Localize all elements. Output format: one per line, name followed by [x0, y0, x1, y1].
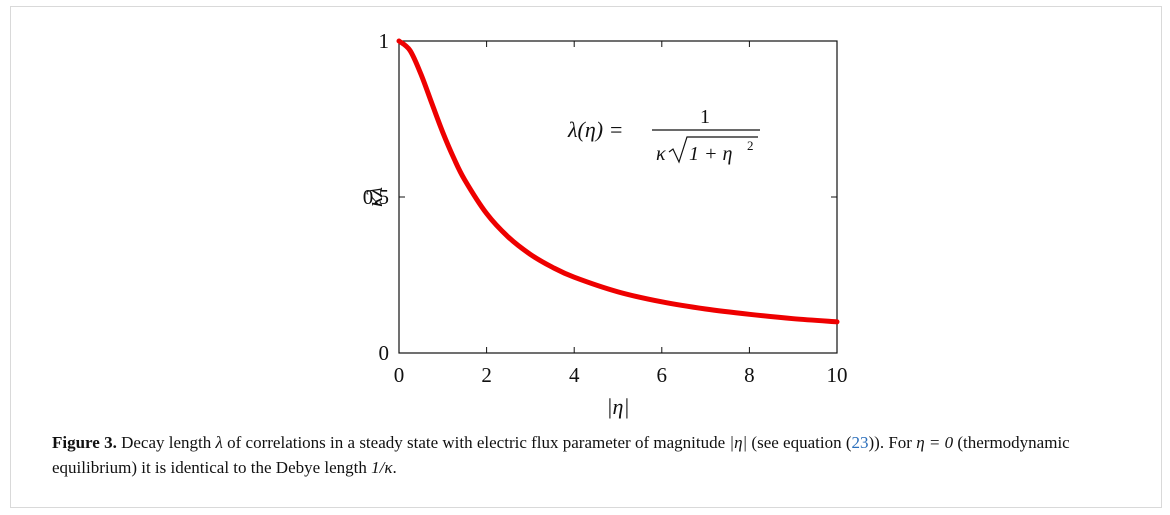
decay-length-curve — [396, 38, 840, 325]
plot-area — [398, 40, 838, 354]
caption-text-3: (see equation ( — [747, 433, 852, 452]
figure-frame — [10, 6, 1162, 508]
x-tick-label: 2 — [481, 363, 492, 387]
y-axis-label: κλ — [362, 187, 387, 207]
formula-lhs: λ(η) = — [567, 117, 623, 142]
caption-label: Figure 3. — [52, 433, 117, 452]
y-tick-label: 0.5 — [363, 185, 389, 209]
caption-eta-zero: η = 0 — [916, 433, 954, 452]
x-tick-label: 8 — [744, 363, 755, 387]
x-axis-label: |η| — [606, 394, 629, 419]
equation-link[interactable]: 23 — [851, 433, 869, 452]
caption-text-6: . — [392, 458, 397, 477]
caption-abs-eta: |η| — [729, 433, 748, 452]
decay-length-chart: 0 2 4 6 8 10 0 0.5 1 |η| κλ λ(η) = 1 κ 1 + η 2 — [362, 29, 848, 419]
formula-kappa: κ — [656, 143, 666, 165]
x-tick-label: 0 — [394, 363, 405, 387]
formula-radicand: 1 + η — [689, 143, 732, 165]
formula-radical-sign — [668, 136, 758, 164]
x-tick-label: 4 — [569, 363, 580, 387]
decay-length-formula: λ(η) = 1 κ 1 + η 2 — [567, 106, 760, 165]
caption-text-1: Decay length — [116, 433, 216, 452]
y-tick-label: 1 — [379, 29, 390, 53]
series-layer — [396, 38, 840, 325]
formula-exponent: 2 — [747, 138, 754, 153]
caption-text-4: )). For — [868, 433, 917, 452]
x-tick-label: 6 — [657, 363, 668, 387]
x-tick-label: 10 — [827, 363, 848, 387]
caption-debye-length: 1/κ — [371, 458, 393, 477]
caption-text-2: of correlations in a steady state with e… — [222, 433, 730, 452]
caption-lambda: λ — [215, 433, 223, 452]
formula-numerator: 1 — [700, 106, 710, 128]
axes-frame — [398, 40, 838, 354]
figure-caption: Figure 3. Decay length λ of correlations… — [52, 430, 1142, 480]
y-tick-label: 0 — [379, 341, 390, 365]
axis-ticks: 0 2 4 6 8 10 0 0.5 1 — [363, 29, 848, 387]
caption-text-5: (thermodynamic equilibrium) it is identi… — [52, 433, 1070, 477]
